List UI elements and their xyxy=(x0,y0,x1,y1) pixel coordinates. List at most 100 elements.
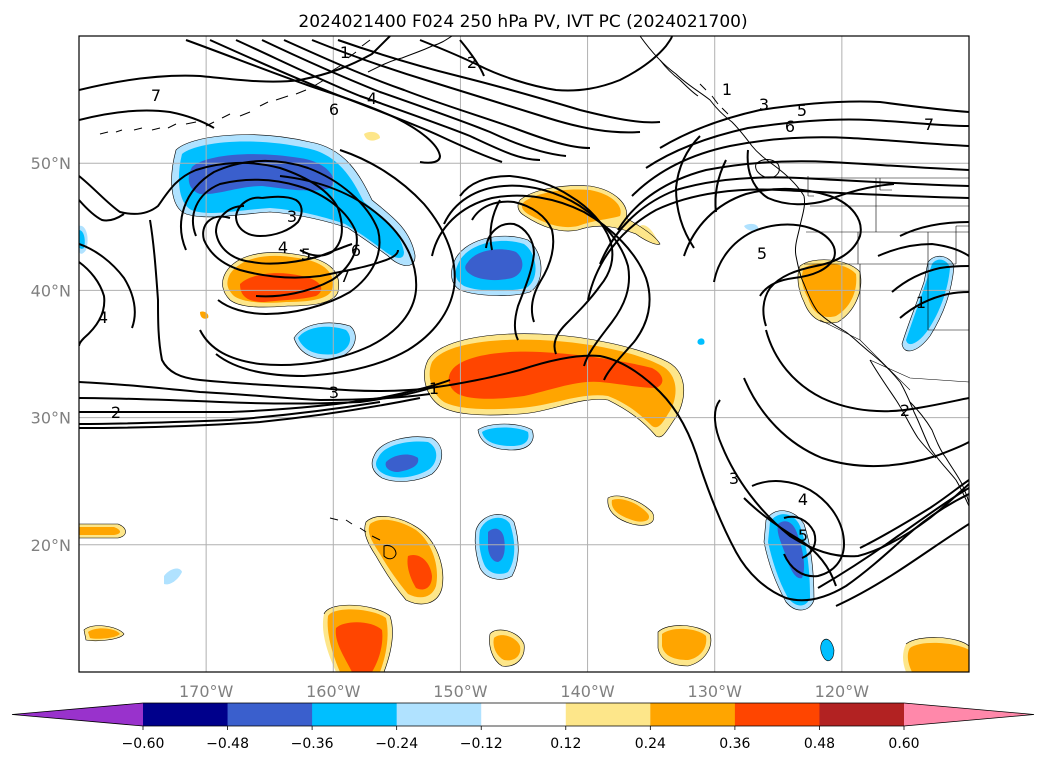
contour-line xyxy=(337,39,661,124)
coastline-alaska-detail xyxy=(367,36,729,115)
anomaly-patch xyxy=(662,628,707,660)
contour-label: 4 xyxy=(798,490,808,509)
anomaly-outline xyxy=(79,523,126,539)
contour-line xyxy=(743,377,969,468)
contour-line xyxy=(192,178,358,298)
colorbar-tick-label: −0.60 xyxy=(122,736,165,752)
colorbar-box xyxy=(819,703,905,726)
contour-label: 5 xyxy=(798,526,808,545)
contour-label: 4 xyxy=(367,89,377,108)
coastline-hawaii xyxy=(329,517,397,560)
contour-line xyxy=(209,39,503,163)
colorbar xyxy=(11,702,1035,727)
colorbar-box xyxy=(312,703,398,726)
colorbar-box xyxy=(734,703,820,726)
anomaly-patch xyxy=(697,338,705,345)
contour-line xyxy=(79,243,136,329)
anomaly-patch xyxy=(335,622,383,672)
border-states xyxy=(804,178,969,391)
anomaly-patch xyxy=(465,249,523,281)
contour-line xyxy=(783,515,817,559)
contour-line xyxy=(899,221,969,237)
colorbar-tick-label: 0.60 xyxy=(888,736,919,752)
anomaly-patch xyxy=(820,639,834,661)
contour-label: 1 xyxy=(429,379,439,398)
contour-label: 6 xyxy=(351,241,361,260)
contour-label: 4 xyxy=(98,308,108,327)
lon-tick-label: 170°W xyxy=(179,682,234,701)
colorbar-extend-low xyxy=(12,703,143,726)
contour-line xyxy=(489,199,501,251)
anomaly-outline xyxy=(83,625,125,642)
contour-line xyxy=(751,480,846,578)
contour-line xyxy=(835,523,969,607)
coastlines xyxy=(99,36,969,560)
lat-tick-label: 30°N xyxy=(31,409,71,428)
coastline-baja xyxy=(869,359,937,459)
borders xyxy=(804,176,969,391)
contour-line xyxy=(261,39,567,157)
anomaly-outline xyxy=(474,514,519,580)
contour-line xyxy=(202,215,399,279)
anomaly-patch xyxy=(907,642,969,672)
contour-line xyxy=(431,194,651,381)
colorbar-tick-label: 0.48 xyxy=(804,736,835,752)
colorbar-box xyxy=(650,703,736,726)
anomaly-patch xyxy=(611,498,650,522)
contour-line xyxy=(149,219,969,602)
anomaly-patch xyxy=(488,528,505,562)
contour-line xyxy=(746,149,895,206)
anomaly-outline xyxy=(901,255,955,352)
anomaly-outline xyxy=(905,637,969,647)
contour-line xyxy=(743,497,837,587)
contour-line xyxy=(617,160,969,231)
colorbar-tick-label: −0.24 xyxy=(375,736,418,752)
colorbar-tick-label: 0.12 xyxy=(550,736,581,752)
contour-line xyxy=(79,397,421,429)
map-frame xyxy=(78,35,970,673)
contour-line xyxy=(79,401,381,425)
contour-line xyxy=(645,118,969,169)
contour-line xyxy=(817,487,969,589)
anomaly-patch xyxy=(164,568,182,585)
anomaly-patch xyxy=(364,131,380,141)
anomaly-patch xyxy=(482,427,529,446)
contour-line xyxy=(899,291,969,319)
colorbar-box xyxy=(396,703,482,726)
contour-line xyxy=(713,223,836,297)
anomaly-patch xyxy=(407,554,432,590)
contour-line xyxy=(683,187,862,327)
longitude-labels: 170°W 160°W 150°W 140°W 130°W 120°W xyxy=(179,682,869,701)
contour-label: 7 xyxy=(151,86,161,105)
contour-line xyxy=(79,261,106,347)
contour-line xyxy=(659,100,969,149)
contour-label: 2 xyxy=(467,53,477,72)
anomaly-outline xyxy=(323,604,393,672)
contour-label: 7 xyxy=(340,267,350,286)
colorbar-box xyxy=(227,703,313,726)
contour-line xyxy=(419,36,673,92)
contour-line xyxy=(714,399,969,558)
lon-tick-label: 130°W xyxy=(688,682,743,701)
contour-line xyxy=(459,174,614,355)
contour-line xyxy=(79,199,125,222)
anomaly-outline xyxy=(517,185,661,245)
anomaly-outline xyxy=(797,259,862,324)
lon-tick-label: 160°W xyxy=(306,682,361,701)
contour-label: 1 xyxy=(340,43,350,62)
lat-tick-label: 40°N xyxy=(31,281,71,300)
contour-line xyxy=(714,159,727,213)
anomaly-patch xyxy=(448,351,663,399)
contour-line xyxy=(459,39,485,77)
contour-line xyxy=(859,479,969,549)
contour-line xyxy=(199,175,418,367)
colorbar-tick-labels: −0.60 −0.48 −0.36 −0.24 −0.12 0.12 0.24 0.36 0.4… xyxy=(122,726,920,752)
anomaly-patch xyxy=(777,521,805,579)
colorbar-box xyxy=(565,703,651,726)
contour-line xyxy=(674,135,701,249)
colorbar-box xyxy=(143,703,229,726)
contour-label: 3 xyxy=(287,207,297,226)
lat-tick-label: 50°N xyxy=(31,154,71,173)
anomaly-outline xyxy=(171,134,416,266)
anomaly-patch xyxy=(88,628,120,639)
